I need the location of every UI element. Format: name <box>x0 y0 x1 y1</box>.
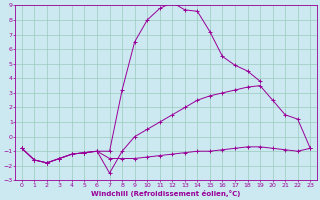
X-axis label: Windchill (Refroidissement éolien,°C): Windchill (Refroidissement éolien,°C) <box>91 190 241 197</box>
